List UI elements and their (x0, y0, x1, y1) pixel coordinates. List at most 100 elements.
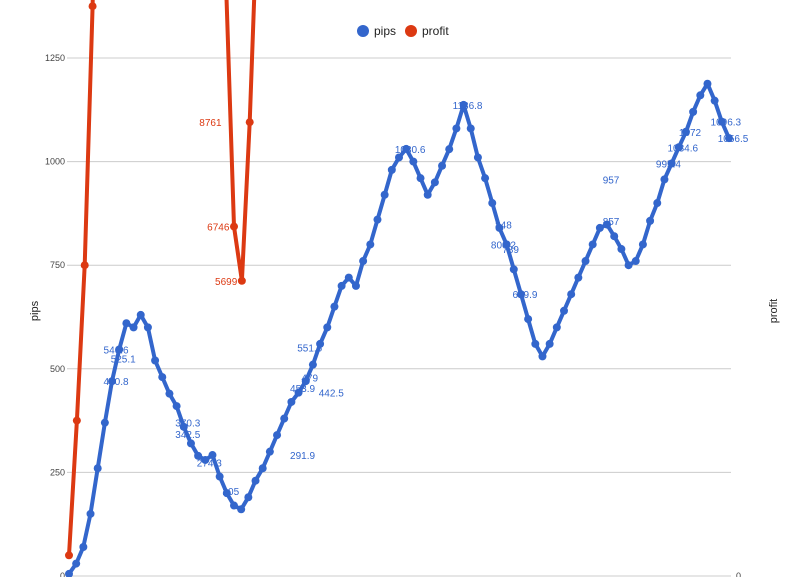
pips-point[interactable] (646, 216, 655, 225)
pips-point[interactable] (72, 559, 81, 568)
pips-point[interactable] (696, 91, 705, 100)
pips-point[interactable] (617, 245, 626, 254)
pips-point[interactable] (65, 569, 73, 577)
pips-point[interactable] (122, 319, 131, 328)
pips-point[interactable] (129, 323, 138, 332)
pips-point[interactable] (387, 165, 396, 174)
pips-point[interactable] (567, 290, 576, 299)
pips-point[interactable] (165, 389, 174, 398)
pips-point[interactable] (230, 501, 238, 510)
legend-item-pips[interactable]: pips (357, 24, 396, 38)
pips-point[interactable] (560, 306, 568, 315)
pips-point[interactable] (516, 290, 525, 299)
pips-point[interactable] (703, 79, 712, 88)
pips-point[interactable] (143, 323, 152, 332)
pips-point[interactable] (86, 509, 95, 518)
pips-point[interactable] (509, 265, 518, 274)
pips-point[interactable] (179, 422, 188, 431)
pips-point[interactable] (452, 124, 461, 133)
pips-point[interactable] (287, 397, 296, 406)
pips-point[interactable] (308, 360, 317, 369)
pips-point[interactable] (316, 339, 325, 348)
profit-point[interactable] (65, 551, 73, 560)
pips-point[interactable] (273, 431, 282, 440)
pips-point[interactable] (265, 447, 274, 456)
pips-point[interactable] (610, 232, 619, 241)
pips-point[interactable] (280, 414, 289, 423)
pips-point[interactable] (330, 302, 339, 311)
pips-point[interactable] (373, 215, 382, 224)
pips-point[interactable] (459, 100, 468, 109)
pips-point[interactable] (588, 240, 597, 249)
pips-point[interactable] (674, 143, 683, 152)
pips-point[interactable] (366, 240, 375, 249)
pips-point[interactable] (595, 223, 604, 232)
pips-point[interactable] (481, 174, 490, 183)
profit-point[interactable] (72, 416, 81, 425)
pips-point[interactable] (294, 388, 303, 397)
pips-point[interactable] (151, 356, 160, 365)
pips-point[interactable] (158, 373, 167, 382)
pips-point[interactable] (237, 505, 246, 514)
pips-point[interactable] (466, 124, 475, 133)
pips-point[interactable] (416, 174, 425, 183)
pips-point[interactable] (251, 476, 260, 485)
pips-point[interactable] (337, 281, 346, 290)
pips-point[interactable] (136, 310, 145, 319)
pips-point[interactable] (351, 281, 360, 290)
pips-point[interactable] (423, 190, 432, 199)
pips-point[interactable] (473, 153, 482, 162)
pips-point[interactable] (538, 352, 547, 361)
pips-point[interactable] (488, 199, 497, 208)
profit-point[interactable] (88, 2, 97, 11)
pips-point[interactable] (258, 464, 267, 473)
pips-point[interactable] (186, 439, 195, 448)
pips-point[interactable] (631, 257, 640, 266)
pips-point[interactable] (603, 220, 612, 229)
pips-point[interactable] (653, 199, 662, 208)
pips-point[interactable] (201, 455, 210, 464)
pips-point[interactable] (445, 145, 454, 154)
pips-point[interactable] (222, 489, 231, 498)
pips-point[interactable] (624, 261, 633, 270)
pips-point[interactable] (725, 134, 733, 143)
pips-point[interactable] (574, 273, 583, 282)
pips-point[interactable] (667, 159, 676, 168)
pips-point[interactable] (638, 240, 647, 249)
pips-point[interactable] (710, 96, 719, 105)
pips-point[interactable] (108, 377, 117, 386)
pips-point[interactable] (495, 223, 504, 232)
pips-point[interactable] (531, 339, 540, 348)
profit-point[interactable] (80, 261, 89, 270)
pips-point[interactable] (409, 157, 418, 166)
pips-point[interactable] (717, 117, 726, 126)
pips-point[interactable] (430, 178, 439, 187)
pips-point[interactable] (215, 472, 224, 481)
pips-point[interactable] (689, 107, 698, 116)
pips-point[interactable] (323, 323, 332, 332)
pips-point[interactable] (681, 127, 690, 136)
pips-point[interactable] (100, 418, 109, 427)
pips-point[interactable] (402, 144, 411, 153)
pips-point[interactable] (395, 153, 403, 162)
pips-point[interactable] (502, 240, 511, 249)
pips-point[interactable] (380, 190, 389, 199)
pips-point[interactable] (545, 339, 554, 348)
pips-point[interactable] (172, 402, 181, 411)
profit-point[interactable] (230, 222, 238, 231)
legend-item-profit[interactable]: profit (405, 24, 449, 38)
pips-point[interactable] (79, 542, 88, 551)
pips-point[interactable] (359, 257, 368, 266)
pips-point[interactable] (524, 315, 533, 324)
pips-point[interactable] (244, 493, 253, 502)
pips-point[interactable] (301, 377, 310, 386)
profit-point[interactable] (245, 118, 254, 127)
pips-point[interactable] (660, 175, 669, 184)
pips-point[interactable] (344, 273, 353, 282)
pips-point[interactable] (115, 345, 124, 354)
pips-point[interactable] (208, 451, 217, 460)
profit-point[interactable] (237, 276, 246, 285)
pips-point[interactable] (93, 464, 102, 473)
pips-point[interactable] (552, 323, 561, 332)
pips-point[interactable] (581, 257, 590, 266)
